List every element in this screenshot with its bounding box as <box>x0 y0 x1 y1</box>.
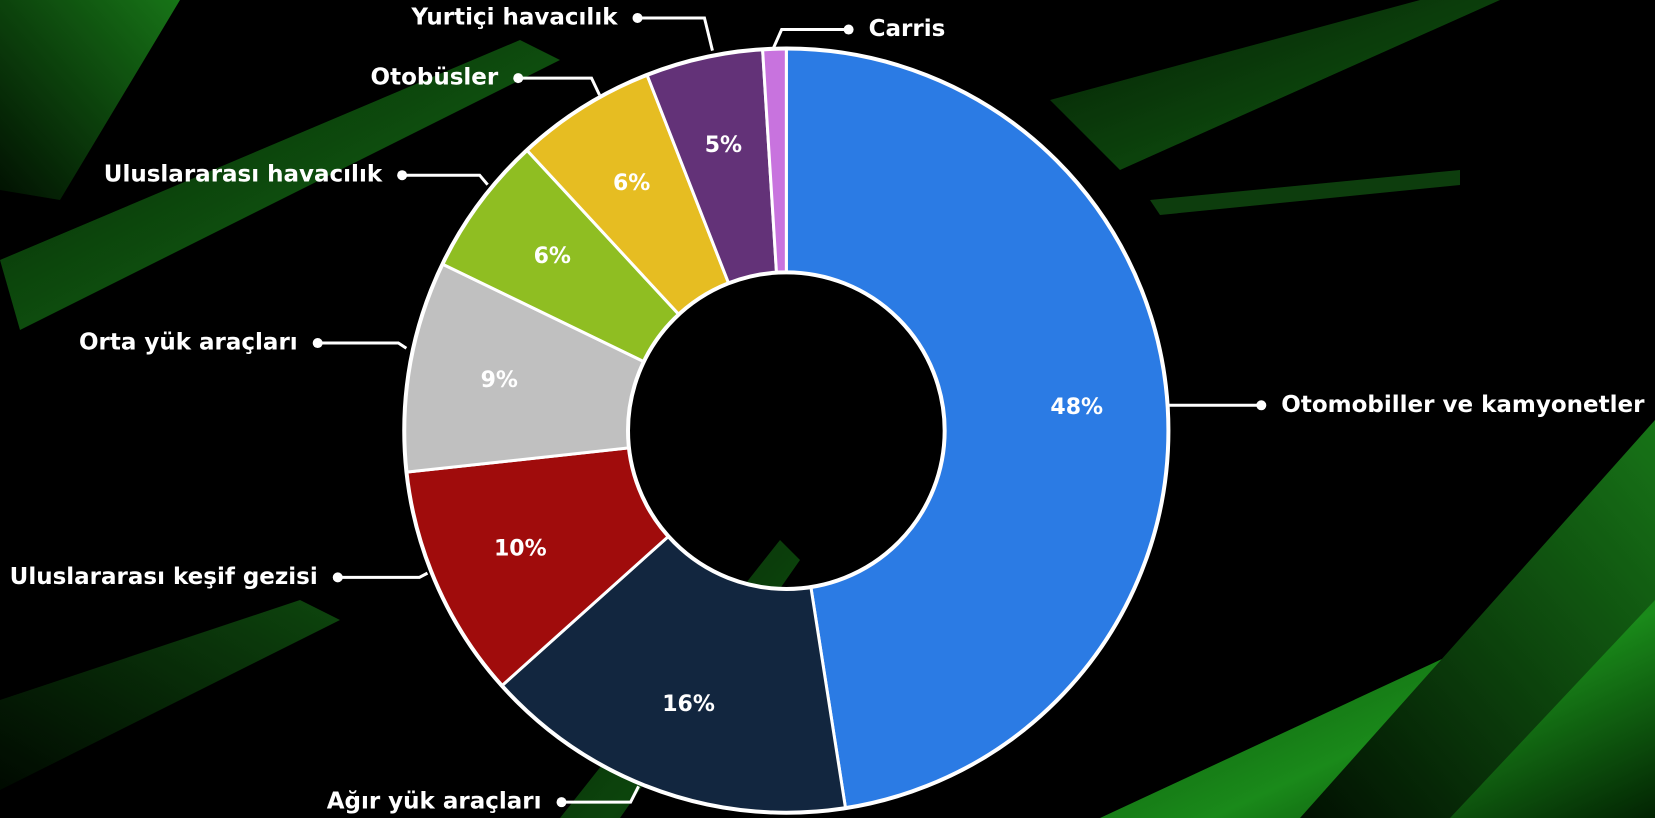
leader-dot <box>1256 400 1267 411</box>
category-label: Carris <box>869 16 946 42</box>
leader-dot <box>397 170 408 181</box>
slice-value-label: 16% <box>662 692 715 717</box>
leader-dot <box>513 73 524 84</box>
leader-dot <box>556 797 567 808</box>
leader-line <box>518 76 601 96</box>
category-label: Otomobiller ve kamyonetler <box>1281 392 1645 418</box>
leader-line <box>561 785 640 804</box>
leader-line <box>402 173 489 186</box>
slice-value-label: 9% <box>481 368 518 393</box>
slice-value-label: 48% <box>1050 395 1103 420</box>
leader-dot <box>332 572 343 583</box>
donut-outline <box>402 46 1171 815</box>
category-label: Yurtiçi havacılık <box>410 4 618 30</box>
slice-value-label: 10% <box>494 536 547 561</box>
leader-dot <box>312 338 323 349</box>
donut-hole-outline <box>626 270 947 591</box>
category-label: Uluslararası keşif gezisi <box>10 564 318 590</box>
slice-value-label: 6% <box>613 171 650 196</box>
category-label: Orta yük araçları <box>79 330 298 356</box>
slice-value-label: 6% <box>534 244 571 269</box>
category-label: Ağır yük araçları <box>327 789 542 815</box>
leader-line <box>637 16 714 52</box>
leader-line <box>772 28 849 49</box>
slice-value-label: 5% <box>705 133 742 158</box>
leader-line <box>337 571 429 579</box>
leader-dot <box>632 12 643 23</box>
category-label: Otobüsler <box>371 65 499 91</box>
leader-dot <box>843 24 854 35</box>
leader-line <box>317 341 408 350</box>
category-label: Uluslararası havacılık <box>104 162 383 188</box>
